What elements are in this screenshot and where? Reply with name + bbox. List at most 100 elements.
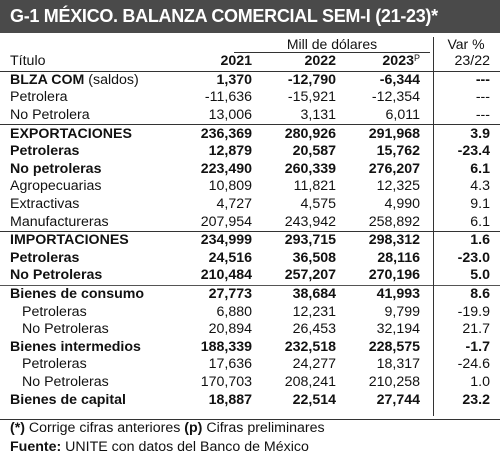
table-row: IMPORTACIONES 234,999 293,715 298,312 1.6 <box>0 230 500 250</box>
var-cell: -19.9 <box>457 303 490 320</box>
value-cell-2021: 210,484 <box>200 267 252 284</box>
table-row: Bienes de capital 18,887 22,514 27,744 23.2 <box>0 391 500 409</box>
value-cell-2021: 236,369 <box>178 124 260 143</box>
var-cell: 5.0 <box>470 267 490 284</box>
value-cell-2023: 12,325 <box>376 178 420 195</box>
value-cell-2023: 4,990 <box>384 196 420 213</box>
value-cell-2023: 18,317 <box>376 356 420 373</box>
var-cell: -23.0 <box>457 249 490 266</box>
value-cell-2022: 11,821 <box>293 178 336 195</box>
value-cell-2022: 3,131 <box>300 107 336 124</box>
data-table: Título 2021 2022 2023P 23/22 BLZA COM (s… <box>0 53 500 409</box>
value-cell-2021: 12,879 <box>208 143 252 160</box>
row-label: EXPORTACIONES <box>0 124 178 143</box>
value-cell-2022: 280,926 <box>260 124 344 143</box>
value-cell-2021: 27,773 <box>178 284 260 304</box>
source-note: Fuente: UNITE con datos del Banco de Méx… <box>10 439 309 455</box>
value-cell-2021: 207,954 <box>200 213 252 230</box>
row-label: No Petroleras <box>22 373 109 390</box>
footnote: (*) Corrige cifras anteriores (p) Cifras… <box>10 420 325 436</box>
value-cell-2022: -12,790 <box>260 70 344 90</box>
value-cell-2021: 188,339 <box>200 338 252 355</box>
header-units-row: Mill de dólares Var % <box>0 33 500 53</box>
value-cell-2022: 232,518 <box>284 338 336 355</box>
row-label: No petroleras <box>10 160 102 177</box>
value-cell-2021: 170,703 <box>200 373 252 390</box>
var-cell: 3.9 <box>428 124 500 143</box>
row-label: No Petrolera <box>10 107 90 124</box>
var-label: Var % <box>447 36 485 52</box>
table-row: Agropecuarias 10,809 11,821 12,325 4.3 <box>0 178 500 196</box>
value-cell-2023: 276,207 <box>368 160 420 177</box>
row-label: Petrolera <box>10 89 68 106</box>
table-row: Manufactureras 207,954 243,942 258,892 6.1 <box>0 213 500 231</box>
row-label: Petroleras <box>10 143 80 160</box>
year-2021-header: 2021 <box>220 53 252 70</box>
table-title: G-1 MÉXICO. BALANZA COMERCIAL SEM-I (21-… <box>0 0 500 33</box>
var-cell: 1.6 <box>428 230 500 250</box>
var-cell: -24.6 <box>457 356 490 373</box>
value-cell-2023: 6,011 <box>385 107 420 124</box>
units-underline <box>234 52 430 53</box>
var-cell: 6.1 <box>470 160 490 177</box>
row-label: No Petroleras <box>10 267 103 284</box>
var-cell: 1.0 <box>470 373 490 390</box>
value-cell-2022: 243,942 <box>284 213 336 230</box>
table-row: Petroleras 24,516 36,508 28,116 -23.0 <box>0 250 500 268</box>
var-cell: 8.6 <box>428 284 500 304</box>
row-label: No Petroleras <box>22 321 109 338</box>
value-cell-2023: 270,196 <box>368 267 420 284</box>
value-cell-2022: 38,684 <box>260 284 344 304</box>
table-row: Bienes de consumo 27,773 38,684 41,993 8.6 <box>0 284 500 304</box>
value-cell-2023: 9,799 <box>384 303 420 320</box>
value-cell-2021: -11,636 <box>204 89 252 106</box>
var-cell: 6.1 <box>470 213 490 230</box>
var-cell: --- <box>475 107 490 124</box>
table-row: No Petrolera 13,006 3,131 6,011 --- <box>0 107 500 125</box>
value-cell-2021: 18,887 <box>208 391 252 408</box>
value-cell-2022: 36,508 <box>292 249 336 266</box>
table-row: Petroleras 12,879 20,587 15,762 -23.4 <box>0 143 500 161</box>
table-row: No Petroleras 20,894 26,453 32,194 21.7 <box>0 321 500 339</box>
var-cell: 23.2 <box>462 391 490 408</box>
value-cell-2021: 234,999 <box>178 230 260 250</box>
prelim-mark: P <box>413 53 420 64</box>
header-row: Título 2021 2022 2023P 23/22 <box>0 53 500 71</box>
value-cell-2023: 291,968 <box>344 124 428 143</box>
column-divider <box>433 37 434 416</box>
value-cell-2022: 20,587 <box>292 143 336 160</box>
value-cell-2022: 257,207 <box>284 267 336 284</box>
table-row: Petroleras 6,880 12,231 9,799 -19.9 <box>0 303 500 321</box>
var-cell: 9.1 <box>470 196 490 213</box>
row-label: Extractivas <box>10 196 80 213</box>
value-cell-2021: 17,636 <box>208 356 252 373</box>
value-cell-2021: 10,809 <box>208 178 252 195</box>
value-cell-2021: 13,006 <box>208 107 252 124</box>
value-cell-2023: 28,116 <box>377 249 420 266</box>
row-label: Bienes de capital <box>10 391 126 408</box>
value-cell-2021: 1,370 <box>178 70 260 90</box>
table-row: No Petroleras 170,703 208,241 210,258 1.0 <box>0 374 500 392</box>
table-row: Petrolera -11,636 -15,921 -12,354 --- <box>0 89 500 107</box>
table-row: Extractivas 4,727 4,575 4,990 9.1 <box>0 196 500 214</box>
value-cell-2022: 4,575 <box>300 196 336 213</box>
value-cell-2022: -15,921 <box>287 89 336 106</box>
row-label: IMPORTACIONES <box>0 230 178 250</box>
value-cell-2021: 24,516 <box>208 249 252 266</box>
row-label: Bienes intermedios <box>10 338 141 355</box>
value-cell-2023: 258,892 <box>368 213 420 230</box>
year-2023-header: 2023P <box>382 53 420 70</box>
value-cell-2023: 41,993 <box>344 284 428 304</box>
row-label: Petroleras <box>22 356 87 373</box>
year-2022-header: 2022 <box>304 53 336 70</box>
value-cell-2023: 210,258 <box>368 373 420 390</box>
row-label: BLZA COM (saldos) <box>0 70 178 90</box>
footer-rule <box>0 419 500 420</box>
table-row: Petroleras 17,636 24,277 18,317 -24.6 <box>0 356 500 374</box>
value-cell-2022: 208,241 <box>284 373 336 390</box>
value-cell-2022: 22,514 <box>292 391 336 408</box>
var-period-header: 23/22 <box>454 53 490 70</box>
value-cell-2022: 26,453 <box>292 321 336 338</box>
value-cell-2023: 27,744 <box>376 391 420 408</box>
